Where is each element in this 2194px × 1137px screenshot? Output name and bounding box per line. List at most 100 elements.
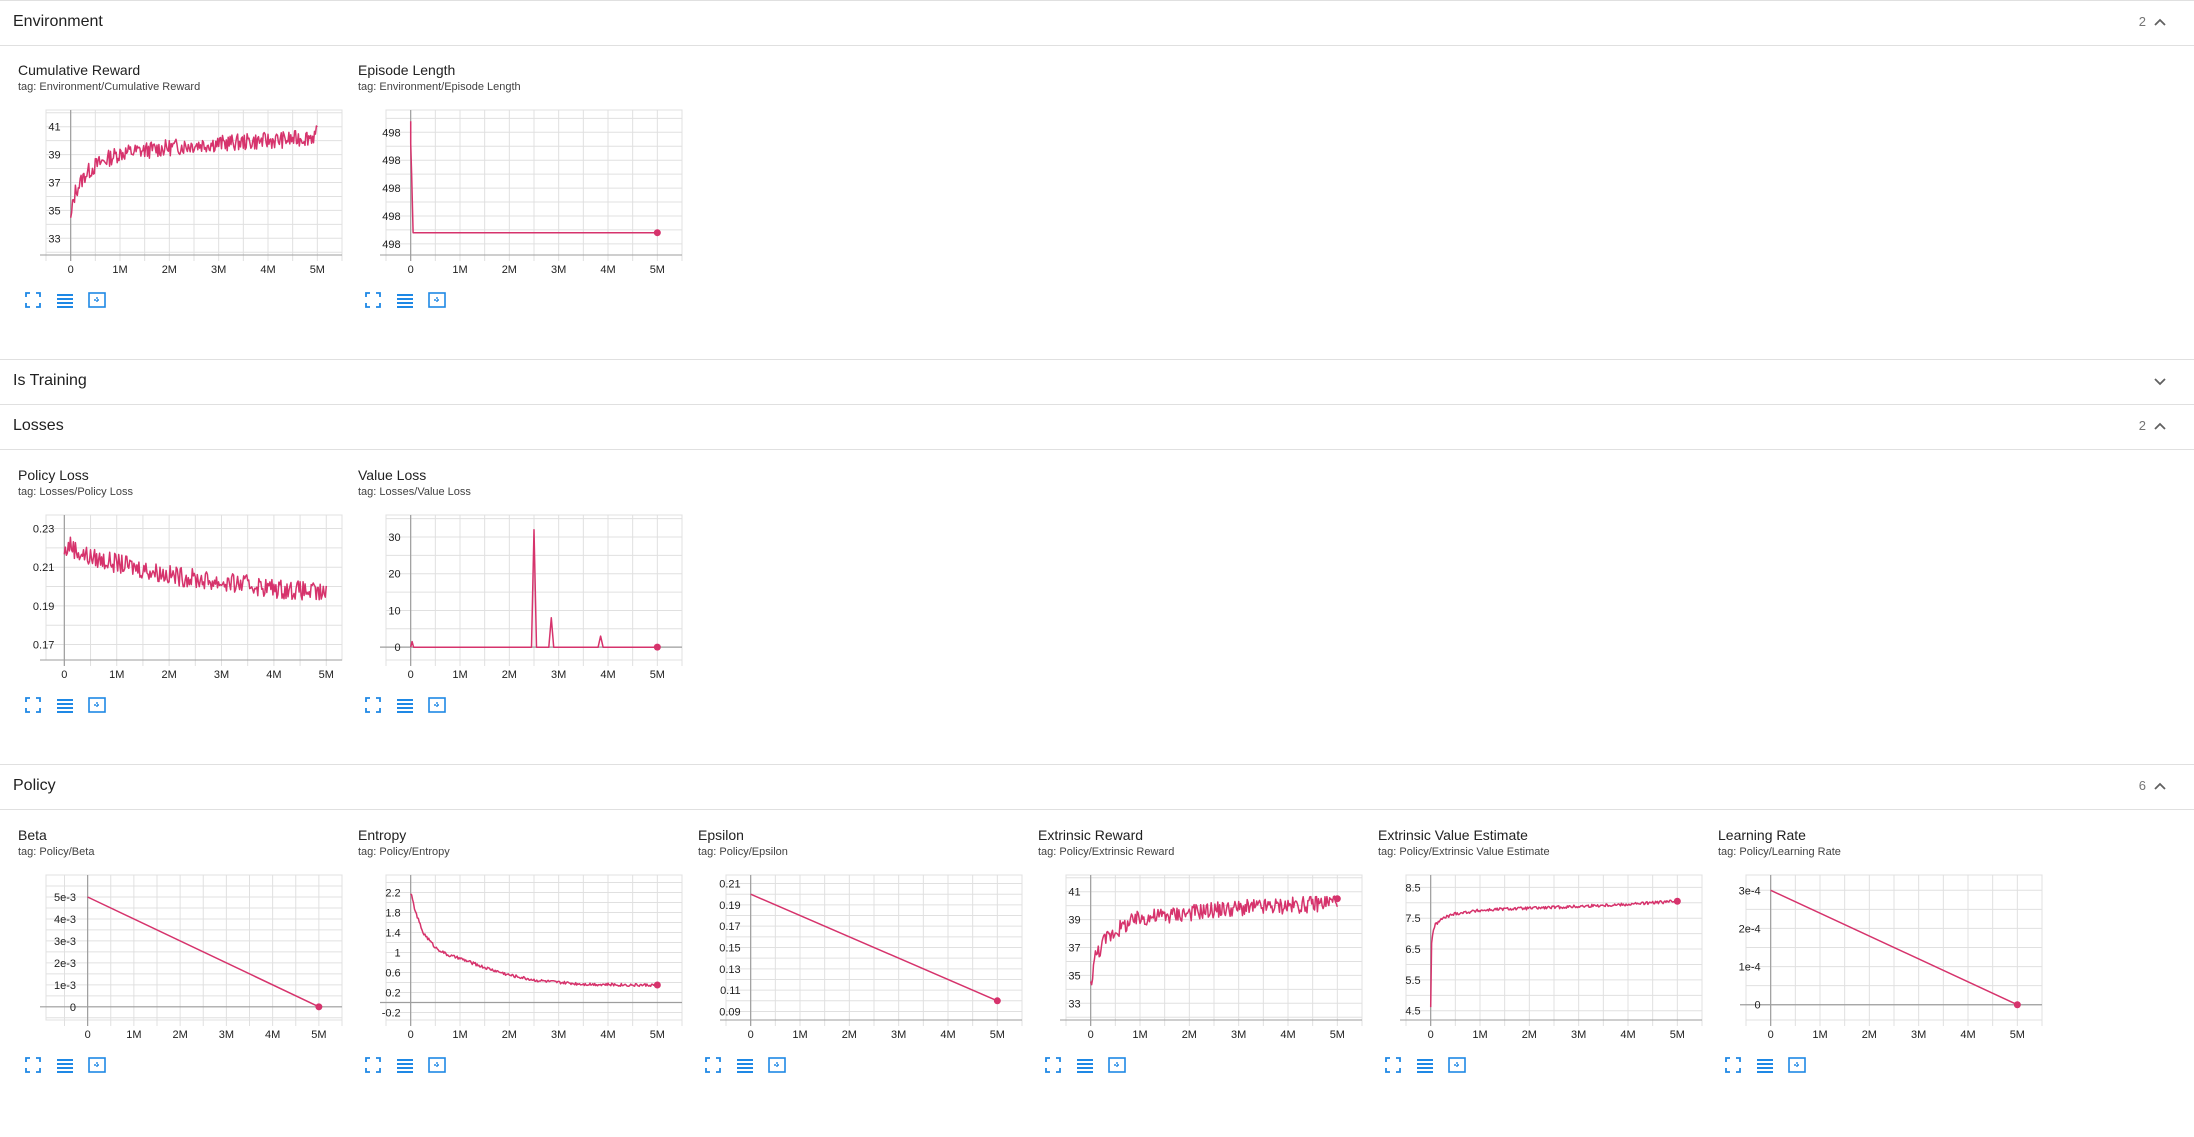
chevron-up-icon[interactable] <box>2150 416 2170 436</box>
x-tick-label: 3M <box>211 264 226 276</box>
y-tick-label: 41 <box>48 122 60 134</box>
chart-plot[interactable]: 0 1M 2M 3M 4M 5M 33 35 37 39 41 <box>1034 865 1364 1050</box>
fit-domain-icon[interactable] <box>1786 1054 1808 1076</box>
section-header-is-training[interactable]: Is Training <box>0 359 2194 405</box>
data-table-icon[interactable] <box>1754 1054 1776 1076</box>
fullscreen-icon[interactable] <box>702 1054 724 1076</box>
x-tick-label: 3M <box>1571 1029 1586 1041</box>
y-tick-label: 1.4 <box>385 928 400 940</box>
fit-domain-icon[interactable] <box>86 289 108 311</box>
chevron-down-icon[interactable] <box>2150 371 2170 391</box>
section-header-environment[interactable]: Environment 2 <box>0 0 2194 46</box>
fit-domain-icon[interactable] <box>86 694 108 716</box>
data-table-icon[interactable] <box>1414 1054 1436 1076</box>
data-table-icon[interactable] <box>394 694 416 716</box>
y-tick-label: 498 <box>382 183 400 195</box>
chart-plot[interactable]: 0 1M 2M 3M 4M 5M 498 498 498 498 498 <box>354 100 684 285</box>
y-tick-label: 0.6 <box>385 968 400 980</box>
fullscreen-icon[interactable] <box>22 1054 44 1076</box>
fit-domain-icon[interactable] <box>86 1054 108 1076</box>
x-tick-label: 4M <box>265 1029 280 1041</box>
grid <box>725 874 1023 1026</box>
grid <box>385 874 683 1026</box>
fullscreen-icon[interactable] <box>22 694 44 716</box>
chart-tag: tag: Environment/Episode Length <box>358 81 521 93</box>
chart-card-cumreward: Cumulative Reward tag: Environment/Cumula… <box>14 62 344 372</box>
data-table-icon[interactable] <box>54 694 76 716</box>
fit-domain-icon[interactable] <box>426 694 448 716</box>
fullscreen-icon[interactable] <box>22 289 44 311</box>
x-tick-label: 5M <box>650 1029 665 1041</box>
x-tick-label: 5M <box>1670 1029 1685 1041</box>
x-tick-label: 1M <box>1472 1029 1487 1041</box>
x-tick-label: 5M <box>1330 1029 1345 1041</box>
data-table-icon[interactable] <box>1074 1054 1096 1076</box>
fit-domain-icon[interactable] <box>426 289 448 311</box>
fit-domain-icon[interactable] <box>1106 1054 1128 1076</box>
chart-plot[interactable]: 0 1M 2M 3M 4M 5M 0 10 20 30 <box>354 505 684 690</box>
data-table-icon[interactable] <box>394 1054 416 1076</box>
x-tick-label: 2M <box>502 1029 517 1041</box>
data-table-icon[interactable] <box>54 289 76 311</box>
series-line <box>409 121 658 234</box>
y-tick-label: 33 <box>48 233 60 245</box>
chart-tag: tag: Environment/Cumulative Reward <box>18 81 201 93</box>
fit-domain-icon[interactable] <box>426 1054 448 1076</box>
x-tick-label: 4M <box>260 264 275 276</box>
y-tick-label: 1e-4 <box>1739 962 1761 974</box>
chart-plot[interactable]: 0 1M 2M 3M 4M 5M 0.17 0.19 0.21 0.23 <box>14 505 344 690</box>
x-tick-label: 5M <box>311 1029 326 1041</box>
chevron-up-icon[interactable] <box>2150 12 2170 32</box>
chart-plot[interactable]: 0 1M 2M 3M 4M 5M 33 35 37 39 41 <box>14 100 344 285</box>
x-tick-label: 5M <box>319 669 334 681</box>
y-tick-label: 0.11 <box>720 985 741 997</box>
fit-domain-icon[interactable] <box>766 1054 788 1076</box>
chart-title: Entropy <box>358 827 407 843</box>
series-end-point <box>653 981 661 989</box>
chevron-up-icon[interactable] <box>2150 776 2170 796</box>
y-tick-label: 2e-4 <box>1739 923 1761 935</box>
series-line <box>1089 895 1339 986</box>
section-header-policy[interactable]: Policy 6 <box>0 764 2194 810</box>
y-tick-label: 5e-3 <box>54 892 76 904</box>
x-tick-label: 3M <box>551 1029 566 1041</box>
data-table-icon[interactable] <box>394 289 416 311</box>
y-tick-label: 0.17 <box>719 921 740 933</box>
chart-card-lr: Learning Rate tag: Policy/Learning Rate 0 1… <box>1714 827 2044 1137</box>
series-line <box>1429 899 1678 1008</box>
series-line <box>69 125 318 218</box>
grid <box>1745 874 2043 1026</box>
section-count: 2 <box>2138 14 2146 29</box>
y-tick-label: 0.21 <box>33 562 54 574</box>
chart-card-beta: Beta tag: Policy/Beta 0 1M 2M 3M 4M 5M 0 1e-3 2e-3… <box>14 827 344 1137</box>
chart-plot[interactable]: 0 1M 2M 3M 4M 5M 0.09 0.11 0.13 0.15 0.17 0.19 0.21 <box>694 865 1024 1050</box>
y-tick-label: 0 <box>395 642 401 654</box>
y-tick-label: 3e-4 <box>1739 885 1761 897</box>
x-tick-label: 0 <box>1088 1029 1094 1041</box>
fullscreen-icon[interactable] <box>362 289 384 311</box>
chart-plot[interactable]: 0 1M 2M 3M 4M 5M 0 1e-4 2e-4 3e-4 <box>1714 865 2044 1050</box>
fullscreen-icon[interactable] <box>362 694 384 716</box>
section-header-losses[interactable]: Losses 2 <box>0 404 2194 450</box>
y-tick-label: 5.5 <box>1405 975 1420 987</box>
chart-plot[interactable]: 0 1M 2M 3M 4M 5M -0.2 0.2 0.6 1 1.4 1.8 2.2 <box>354 865 684 1050</box>
chart-plot[interactable]: 0 1M 2M 3M 4M 5M 0 1e-3 2e-3 3e-3 4e-3 5e-3 <box>14 865 344 1050</box>
y-tick-label: 35 <box>1068 970 1080 982</box>
x-tick-label: 1M <box>452 1029 467 1041</box>
series-end-point <box>653 643 661 651</box>
chart-plot[interactable]: 0 1M 2M 3M 4M 5M 4.5 5.5 6.5 7.5 8.5 <box>1374 865 1704 1050</box>
x-tick-label: 2M <box>1862 1029 1877 1041</box>
data-table-icon[interactable] <box>734 1054 756 1076</box>
x-tick-label: 4M <box>266 669 281 681</box>
fullscreen-icon[interactable] <box>1722 1054 1744 1076</box>
chart-title: Policy Loss <box>18 467 89 483</box>
fullscreen-icon[interactable] <box>362 1054 384 1076</box>
x-tick-label: 0 <box>748 1029 754 1041</box>
fit-domain-icon[interactable] <box>1446 1054 1468 1076</box>
y-tick-label: 498 <box>382 211 400 223</box>
grid <box>1405 874 1703 1026</box>
data-table-icon[interactable] <box>54 1054 76 1076</box>
fullscreen-icon[interactable] <box>1042 1054 1064 1076</box>
y-tick-label: 3e-3 <box>54 936 76 948</box>
fullscreen-icon[interactable] <box>1382 1054 1404 1076</box>
